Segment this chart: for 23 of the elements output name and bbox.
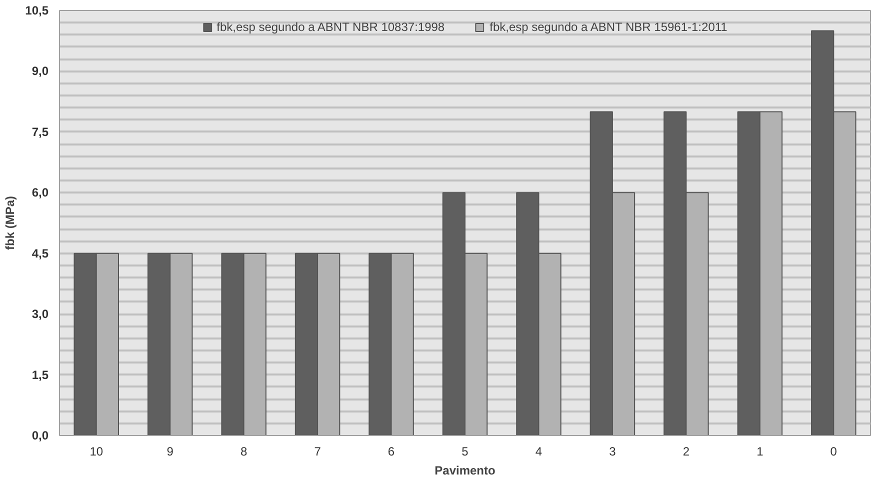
- y-axis-title: fbk (MPa): [3, 196, 18, 250]
- y-tick-label: 4,5: [32, 246, 49, 260]
- y-tick-label: 1,5: [32, 368, 49, 382]
- legend-label: fbk,esp segundo a ABNT NBR 10837:1998: [216, 20, 445, 34]
- x-tick-label: 3: [609, 444, 616, 458]
- x-tick-label: 9: [166, 444, 174, 458]
- y-tick-label: 0,0: [32, 428, 49, 442]
- x-tick-label: 5: [462, 444, 469, 458]
- x-tick-label: 8: [240, 444, 248, 458]
- x-tick-label: 10: [90, 444, 104, 458]
- y-tick-label: 7,5: [32, 124, 49, 139]
- x-axis-title: Pavimento: [434, 464, 496, 478]
- x-tick-label: 4: [535, 444, 542, 458]
- x-tick-label: 2: [682, 444, 690, 458]
- x-tick-label: 6: [388, 444, 395, 458]
- y-tick-label: 10,5: [25, 4, 49, 18]
- x-tick-label: 0: [830, 444, 838, 458]
- y-tick-label: 3,0: [32, 307, 49, 322]
- legend-label: fbk,esp segundo a ABNT NBR 15961-1:2011: [490, 20, 728, 34]
- x-tick-label: 1: [756, 444, 764, 458]
- y-tick-label: 9,0: [32, 64, 49, 78]
- x-tick-label: 7: [314, 444, 322, 458]
- y-tick-label: 6,0: [32, 186, 49, 200]
